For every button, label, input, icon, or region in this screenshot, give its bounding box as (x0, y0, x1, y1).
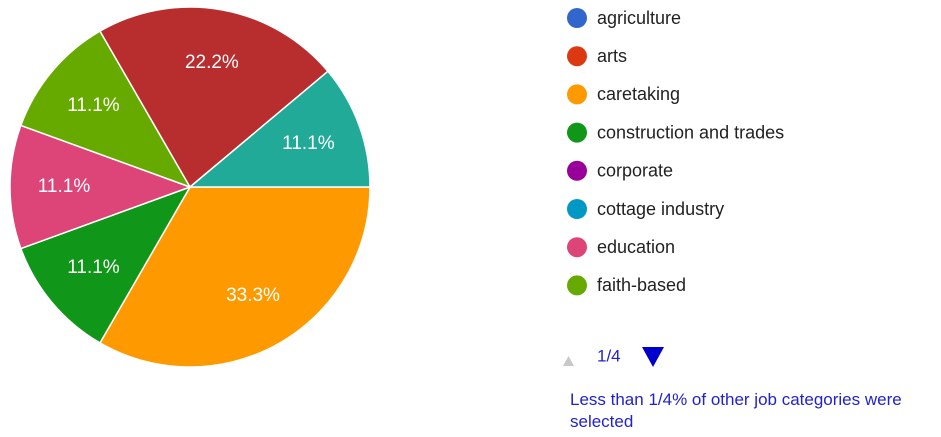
pager-label: 1/4 (597, 346, 621, 365)
pie-slice (9, 124, 193, 250)
slice-label: 11.1% (67, 257, 120, 278)
slice-label: 11.1% (38, 176, 91, 197)
pager-next[interactable] (642, 347, 664, 367)
pie-slice (187, 70, 371, 188)
legend-label: corporate (597, 161, 673, 181)
legend-label: faith-based (597, 275, 686, 295)
legend-swatch (567, 275, 587, 296)
legend-label: education (597, 237, 675, 257)
slice-label: 11.1% (67, 95, 120, 116)
pager-prev[interactable] (563, 356, 574, 366)
pie-slice (19, 185, 192, 344)
slice-label: 33.3% (226, 285, 280, 306)
note: Less than 1/4% of other job categories w… (570, 390, 902, 431)
legend-swatch (567, 8, 587, 28)
legend-swatch (567, 237, 587, 258)
legend-swatch (567, 122, 587, 143)
legend-label: construction and trades (597, 122, 784, 142)
slice-label: 22.2% (185, 52, 239, 73)
slice-label: 11.1% (282, 133, 335, 154)
pie-slice (98, 6, 329, 189)
legend-label: agriculture (597, 8, 681, 28)
legend-swatch (567, 160, 587, 181)
legend-swatch (567, 46, 587, 67)
legend-label: arts (597, 46, 627, 66)
pie-slice (98, 186, 371, 368)
legend-label: cottage industry (597, 199, 724, 219)
legend-swatch (567, 199, 587, 219)
legend-swatch (567, 84, 587, 105)
pie-slice (19, 30, 192, 189)
legend-label: caretaking (597, 84, 680, 104)
